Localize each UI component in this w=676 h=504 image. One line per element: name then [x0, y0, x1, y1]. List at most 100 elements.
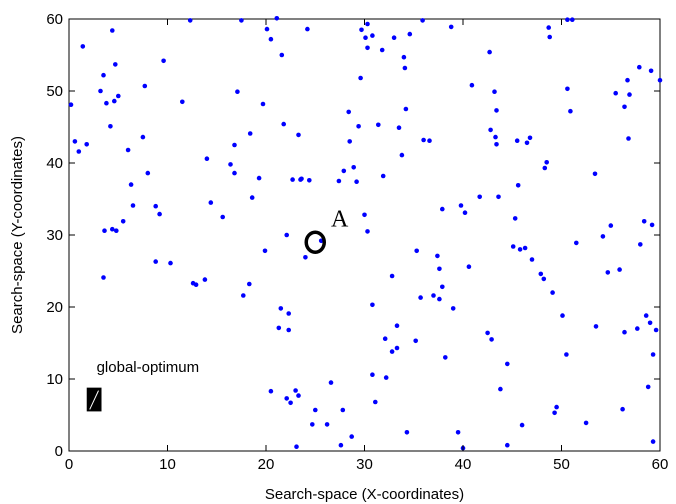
- scatter-point: [296, 393, 301, 398]
- scatter-point: [98, 88, 103, 94]
- scatter-point: [370, 33, 375, 38]
- scatter-point: [512, 216, 518, 221]
- scatter-point: [288, 400, 293, 406]
- scatter-point: [458, 203, 464, 208]
- scatter-point: [278, 306, 284, 311]
- scatter-point: [647, 320, 653, 326]
- scatter-point: [286, 327, 292, 333]
- scatter-point: [391, 35, 397, 40]
- scatter-point: [641, 219, 647, 224]
- global-optimum-label: global-optimum: [97, 359, 200, 376]
- scatter-point: [414, 248, 420, 254]
- x-tick-label: 60: [652, 456, 669, 473]
- scatter-point: [505, 361, 510, 367]
- scatter-point: [600, 234, 606, 239]
- scatter-point: [296, 132, 301, 138]
- scatter-point: [608, 223, 614, 228]
- scatter-point: [638, 242, 643, 247]
- scatter-point: [279, 52, 285, 58]
- scatter-point: [274, 15, 280, 21]
- scatter-point: [116, 93, 121, 99]
- scatter-point: [359, 27, 364, 33]
- scatter-point: [284, 232, 290, 238]
- scatter-point: [239, 18, 244, 23]
- scatter-point: [370, 302, 375, 308]
- scatter-point: [649, 222, 655, 228]
- scatter-point: [488, 127, 493, 133]
- scatter-point: [114, 228, 119, 233]
- scatter-point: [583, 420, 589, 426]
- scatter-point: [180, 99, 185, 105]
- scatter-point: [68, 102, 74, 107]
- scatter-point: [605, 270, 611, 275]
- scatter-point: [477, 194, 483, 200]
- point-a-marker: [304, 230, 326, 254]
- x-tick-label: 40: [455, 456, 472, 473]
- scatter-point: [650, 352, 656, 357]
- scatter-point: [370, 372, 375, 378]
- scatter-point: [643, 313, 649, 318]
- scatter-point: [617, 267, 622, 272]
- scatter-point: [290, 177, 295, 182]
- scatter-point: [142, 83, 148, 89]
- scatter-point: [420, 18, 425, 23]
- scatter-point: [228, 162, 233, 167]
- y-tick-label: 30: [46, 227, 63, 244]
- scatter-point: [204, 156, 210, 161]
- scatter-point: [437, 266, 442, 272]
- scatter-point: [294, 444, 299, 450]
- scatter-point: [565, 86, 570, 92]
- scatter-point: [657, 77, 663, 83]
- scatter-point: [492, 89, 497, 94]
- scatter-point: [515, 183, 521, 188]
- global-optimum-marker-slash: [89, 390, 99, 410]
- scatter-point: [101, 72, 106, 78]
- scatter-point: [625, 77, 630, 83]
- scatter-point: [247, 131, 253, 136]
- scatter-point: [653, 327, 659, 333]
- scatter-point: [541, 276, 547, 282]
- scatter-point: [307, 178, 312, 183]
- scatter-point: [622, 104, 627, 110]
- scatter-point: [493, 134, 498, 140]
- scatter-point: [418, 295, 423, 300]
- scatter-point: [281, 121, 287, 127]
- scatter-point: [485, 330, 490, 336]
- scatter-point: [403, 106, 409, 112]
- scatter-point: [347, 139, 353, 144]
- scatter-point: [208, 200, 214, 205]
- scatter-point: [546, 25, 551, 30]
- scatter-point: [303, 254, 308, 260]
- scatter-point: [110, 28, 115, 33]
- scatter-point: [404, 430, 410, 435]
- y-tick-label: 50: [46, 83, 63, 100]
- scatter-point: [193, 282, 199, 288]
- scatter-point: [399, 152, 405, 158]
- scatter-point: [389, 349, 395, 354]
- y-tick-label: 60: [46, 11, 63, 28]
- scatter-point: [305, 26, 310, 32]
- scatter-point: [510, 244, 516, 249]
- scatter-point: [620, 406, 625, 412]
- y-tick-label: 0: [55, 443, 63, 460]
- scatter-point: [354, 179, 359, 184]
- scatter-point: [102, 228, 107, 233]
- axes: 0 10 20 30 40 50 60 0 10 20 30 40 50 60: [46, 11, 668, 473]
- scatter-point: [622, 329, 627, 335]
- scatter-point: [365, 229, 370, 234]
- scatter-point: [396, 125, 402, 130]
- scatter-point: [324, 422, 330, 427]
- scatter-point: [514, 138, 520, 143]
- scatter-point: [293, 388, 298, 393]
- scatter-point: [336, 178, 342, 184]
- scatter-point: [363, 35, 368, 40]
- scatter-point: [153, 203, 158, 209]
- scatter-point: [568, 108, 573, 114]
- scatter-point: [362, 212, 367, 218]
- y-tick-label: 40: [46, 155, 63, 172]
- scatter-point: [157, 211, 162, 217]
- scatter-point: [637, 64, 642, 70]
- scatter-point: [313, 407, 318, 413]
- point-a-label: A: [331, 206, 349, 232]
- scatter-point: [402, 65, 408, 71]
